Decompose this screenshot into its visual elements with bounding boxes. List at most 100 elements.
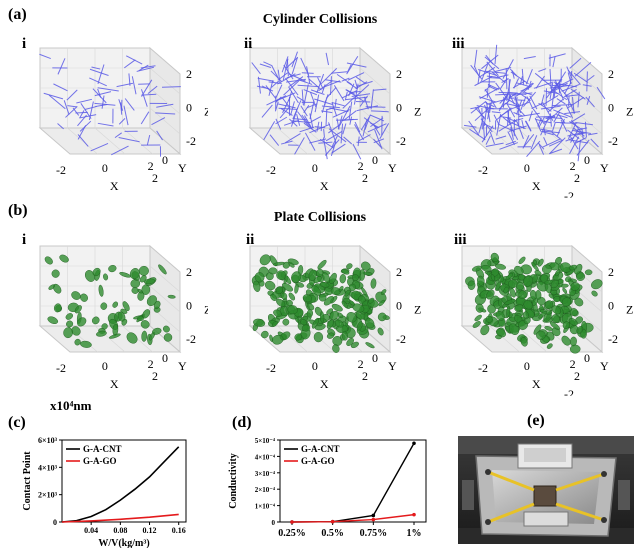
panel-b-sub-ii: ii xyxy=(246,232,255,248)
cylinder-mark xyxy=(485,101,491,123)
cylinder-mark xyxy=(552,56,556,68)
cylinder-mark xyxy=(499,142,518,150)
panel-e-label: (e) xyxy=(527,412,545,429)
cylinder-mark xyxy=(291,120,311,124)
box-gridline xyxy=(94,127,126,155)
plate-mark xyxy=(71,291,81,300)
cylinder-mark xyxy=(509,68,517,76)
z-tick-label: -2 xyxy=(186,134,196,148)
plate-mark xyxy=(331,303,343,312)
cylinder-mark xyxy=(346,62,367,68)
cylinder-mark xyxy=(283,80,300,96)
plate-mark xyxy=(122,301,130,312)
cylinder-mark xyxy=(277,69,281,83)
cylinder-mark xyxy=(63,100,70,115)
cylinder-mark xyxy=(91,66,101,70)
cylinder-mark xyxy=(125,55,143,65)
x-tick-label: 0 xyxy=(312,161,318,175)
plate-mark xyxy=(339,274,347,284)
cylinder-mark xyxy=(362,120,368,137)
plate-mark xyxy=(378,299,385,307)
cylinder-mark xyxy=(575,122,593,126)
x-axis-label: W/V(kg/m³) xyxy=(98,538,149,548)
box-gridline xyxy=(571,87,603,115)
cylinder-mark xyxy=(477,69,497,76)
cylinder-mark xyxy=(350,90,361,94)
cylinder-mark xyxy=(370,89,374,110)
cylinder-mark xyxy=(342,97,355,109)
plate-mark xyxy=(282,318,290,326)
plate-mark xyxy=(137,291,145,301)
plate-mark xyxy=(472,321,481,328)
plate-mark xyxy=(551,314,560,323)
plate-mark xyxy=(380,289,387,295)
cylinder-mark xyxy=(574,132,587,136)
plate-mark xyxy=(272,334,284,345)
x-tick-label: 0.04 xyxy=(84,526,98,535)
cylinder-mark xyxy=(540,94,545,106)
plate-mark xyxy=(291,271,302,283)
z-axis-label: Z xyxy=(204,105,208,119)
box-gridline xyxy=(277,325,308,353)
z-axis-label: Z xyxy=(626,105,633,119)
cylinder-mark xyxy=(523,134,535,147)
cylinder-mark xyxy=(257,76,261,94)
cylinder-mark xyxy=(547,98,564,113)
cylinder-mark xyxy=(565,94,576,114)
x-tick-label: 0 xyxy=(102,359,108,373)
cylinder-mark xyxy=(79,114,97,119)
cylinder-mark xyxy=(336,73,353,85)
plate-mark xyxy=(535,290,542,300)
plate-mark xyxy=(348,300,356,306)
plate-mark xyxy=(276,270,286,280)
plate-mark xyxy=(475,303,484,313)
x-tick-label: -2 xyxy=(56,163,66,177)
cylinder-mark xyxy=(567,69,581,85)
cylinder-mark xyxy=(281,56,289,73)
z-tick-label: -2 xyxy=(396,332,406,346)
cylinder-mark xyxy=(288,73,306,82)
plate-mark xyxy=(537,258,544,267)
cylinder-mark xyxy=(140,89,148,107)
cylinder-mark xyxy=(561,83,580,92)
cylinder-mark xyxy=(355,76,366,84)
series-line-g-a-go xyxy=(291,513,415,523)
y-tick-label: -2 xyxy=(564,189,574,198)
x-tick-label: 1% xyxy=(407,528,422,539)
plate-mark xyxy=(377,327,384,336)
cylinder-mark xyxy=(482,122,486,141)
cylinder-mark xyxy=(331,102,345,107)
cylinder-mark xyxy=(570,119,583,135)
cylinder-mark xyxy=(111,145,129,156)
box-gridline xyxy=(149,107,181,135)
cylinder-mark xyxy=(284,133,301,144)
cylinder-mark xyxy=(463,124,477,128)
cylinder-mark xyxy=(268,80,274,96)
cylinder-mark xyxy=(310,116,322,123)
plate-mark xyxy=(142,309,151,319)
cylinder-mark xyxy=(525,120,532,131)
x-tick-label: 0.12 xyxy=(143,526,157,535)
cylinder-mark xyxy=(354,124,365,141)
cylinder-mark xyxy=(527,80,532,91)
cylinder-mark xyxy=(370,110,389,113)
plate-mark xyxy=(334,319,344,328)
plate-mark xyxy=(140,320,150,329)
cylinder-mark xyxy=(314,126,326,129)
cylinder-mark xyxy=(284,77,299,96)
plate-mark xyxy=(565,276,572,283)
cylinder-mark xyxy=(538,102,552,112)
plate-mark xyxy=(112,301,119,308)
plate-mark xyxy=(545,300,554,309)
plate-mark xyxy=(553,295,561,303)
cylinder-mark xyxy=(513,112,524,117)
z-tick-label: 0 xyxy=(608,101,614,115)
cylinder-mark xyxy=(577,91,580,108)
plate-mark xyxy=(346,263,353,270)
cylinder-mark xyxy=(513,78,520,89)
plate-mark xyxy=(360,261,371,271)
panel-b-title: Plate Collisions xyxy=(273,210,367,225)
plate-mark xyxy=(294,333,303,341)
cylinder-mark xyxy=(314,94,320,113)
